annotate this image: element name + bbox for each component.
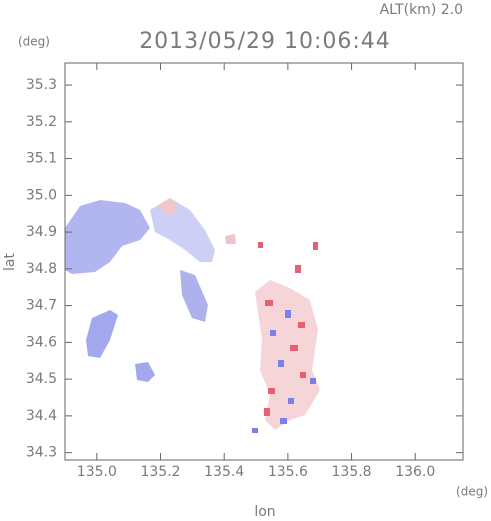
echo-region xyxy=(150,198,215,262)
x-tick-label: 135.8 xyxy=(332,464,372,480)
plot-frame xyxy=(64,62,464,461)
y-tick-label: 34.9 xyxy=(26,224,57,240)
x-axis-label: lon xyxy=(254,504,275,520)
y-tick-label: 34.5 xyxy=(26,371,57,387)
echo-speckles xyxy=(252,242,318,433)
x-unit: (deg) xyxy=(456,485,488,499)
y-tick-label: 34.4 xyxy=(26,408,57,424)
y-unit: (deg) xyxy=(18,35,50,49)
y-tick-label: 34.8 xyxy=(26,261,57,277)
y-tick-label: 35.3 xyxy=(26,77,57,93)
y-tick-label: 35.0 xyxy=(26,187,57,203)
echo-region xyxy=(135,362,155,382)
echo-region xyxy=(86,310,118,358)
x-tick-label: 135.6 xyxy=(268,464,308,480)
y-axis-label: lat xyxy=(2,253,18,271)
y-tick-label: 34.7 xyxy=(26,298,57,314)
y-tick-label: 34.3 xyxy=(26,445,57,461)
x-tick-label: 136.0 xyxy=(395,464,435,480)
y-tick-label: 35.1 xyxy=(26,151,57,167)
echo-region xyxy=(255,280,320,430)
x-tick-label: 135.0 xyxy=(77,464,117,480)
y-tick-label: 35.2 xyxy=(26,114,57,130)
x-tick-label: 135.2 xyxy=(140,464,180,480)
echo-field xyxy=(65,198,320,433)
echo-region xyxy=(158,198,178,216)
echo-region xyxy=(225,234,236,244)
y-tick-label: 34.6 xyxy=(26,334,57,350)
echo-region xyxy=(65,200,150,274)
x-tick-label: 135.4 xyxy=(204,464,244,480)
chart-title: 2013/05/29 10:06:44 xyxy=(139,29,391,54)
altitude-label: ALT(km) 2.0 xyxy=(380,2,463,18)
echo-region xyxy=(180,270,208,322)
